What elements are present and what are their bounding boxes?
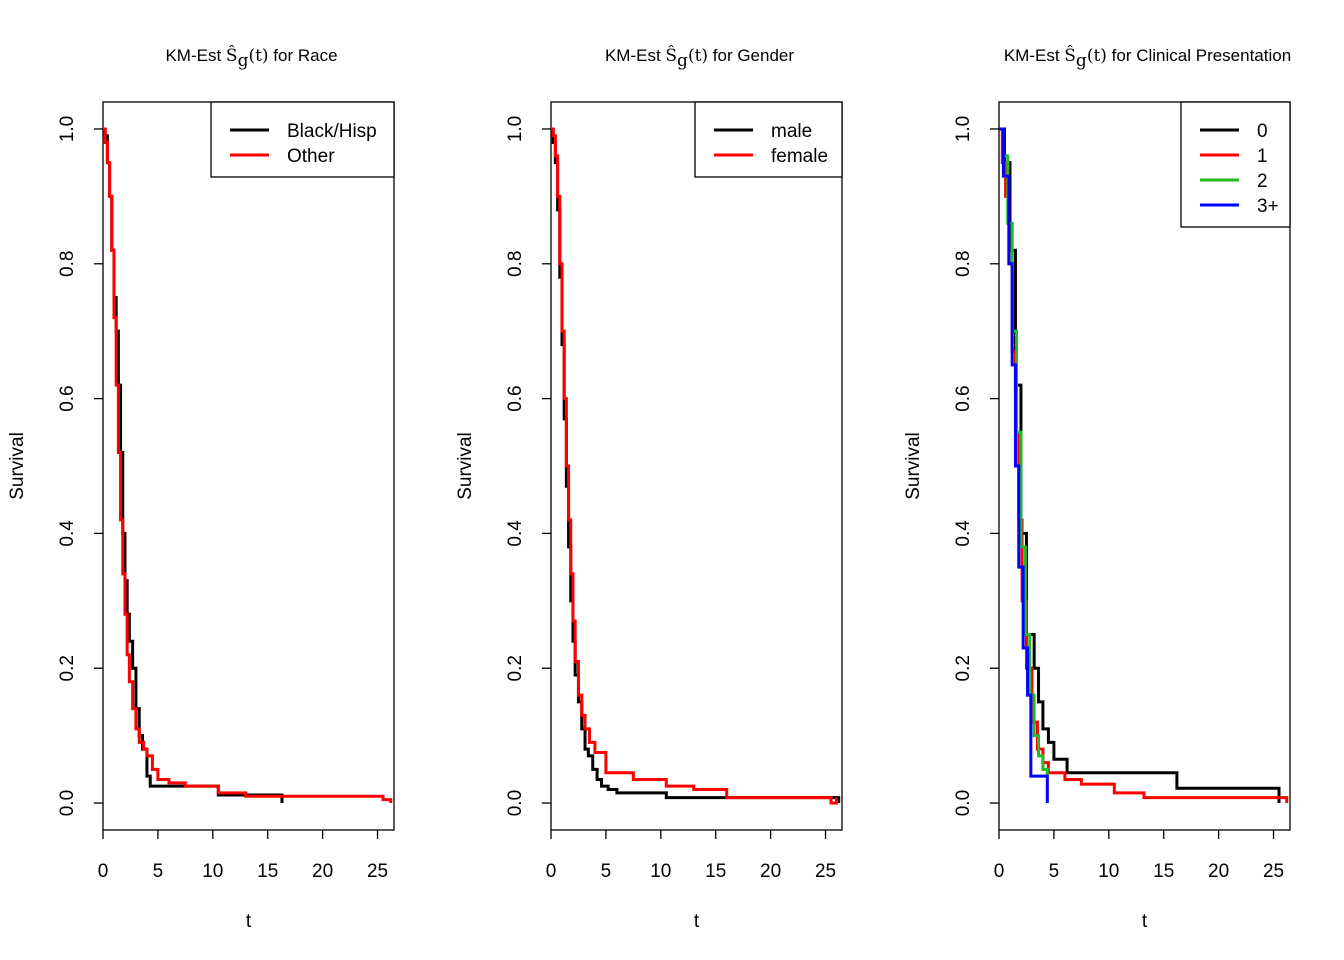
title-symbol: Ŝ [665,45,677,66]
legend-label: Other [287,146,335,167]
x-tick-label: 5 [1049,861,1060,882]
y-axis-label: Survival [7,432,28,500]
legend-label: 0 [1257,121,1268,142]
x-tick-label: 15 [257,861,278,882]
y-tick-label: 0.4 [505,520,526,547]
x-tick-label: 5 [153,861,164,882]
x-tick-label: 15 [1153,861,1174,882]
y-tick-label: 1.0 [57,116,78,142]
title-symbol: Ŝ [226,45,238,66]
y-tick-label: 0.8 [505,251,526,277]
title-prefix: KM-Est [1004,46,1064,65]
y-tick-label: 0.8 [953,251,974,277]
plot-frame [998,101,1291,831]
x-tick-label: 15 [705,861,726,882]
legend-label: female [771,146,828,167]
x-axis-label: t [246,911,252,932]
x-axis-label: t [1142,911,1148,932]
x-tick-label: 0 [98,861,109,882]
x-tick-label: 0 [994,861,1005,882]
y-tick-label: 0.2 [505,655,526,681]
chart-title: KM-Est Ŝg(t) for Race [165,45,337,71]
title-prefix: KM-Est [165,46,225,65]
series-line-3- [999,127,1049,804]
y-tick-label: 0.4 [57,520,78,547]
x-tick-label: 10 [650,861,671,882]
y-tick-label: 1.0 [505,116,526,142]
x-tick-label: 10 [1098,861,1119,882]
x-tick-label: 5 [601,861,612,882]
y-tick-label: 0.0 [953,790,974,816]
series-line-other [103,127,393,804]
x-tick-label: 20 [312,861,333,882]
x-tick-label: 0 [546,861,557,882]
y-axis-label: Survival [903,432,924,500]
legend: male female [694,101,843,178]
x-tick-label: 25 [1263,861,1284,882]
x-tick-label: 20 [1208,861,1229,882]
y-tick-label: 0.2 [953,655,974,681]
title-subscript: g [677,51,688,71]
chart-panel-1: KM-Est Ŝg(t) for Race 0 5 10 15 20 25 0.0 0.2 0.4… [7,45,395,932]
y-tick-label: 0.0 [57,790,78,816]
chart-panel-3: KM-Est Ŝg(t) for Clinical Presentation 0 5… [903,45,1291,932]
legend-label: male [771,121,812,142]
chart-panel-2: KM-Est Ŝg(t) for Gender 0 5 10 15 20 25 0.0 0.2 0… [455,45,843,932]
legend-label: Black/Hisp [287,121,377,142]
chart-title: KM-Est Ŝg(t) for Gender [605,45,794,71]
legend-box [694,101,843,178]
legend: Black/Hisp Other [210,101,395,178]
x-axis-label: t [694,911,700,932]
x-tick-label: 25 [815,861,836,882]
x-tick-label: 10 [202,861,223,882]
y-tick-label: 0.2 [57,655,78,681]
y-tick-label: 0.0 [505,790,526,816]
legend-label: 3+ [1257,196,1279,217]
title-symbol: Ŝ [1064,45,1076,66]
y-tick-label: 0.6 [57,385,78,411]
legend: 0 1 2 3+ [1180,101,1291,228]
title-arg: (t) [1087,46,1107,66]
title-subscript: g [1076,51,1087,71]
title-suffix: for Gender [708,46,794,65]
y-tick-label: 1.0 [953,116,974,142]
y-tick-label: 0.8 [57,251,78,277]
title-prefix: KM-Est [605,46,665,65]
title-arg: (t) [688,46,708,66]
title-suffix: for Clinical Presentation [1107,46,1291,65]
y-axis-label: Survival [455,432,476,500]
title-subscript: g [238,51,249,71]
legend-label: 1 [1257,146,1268,167]
y-tick-label: 0.6 [953,385,974,411]
series-line-female [551,127,839,805]
legend-box [210,101,395,178]
x-tick-label: 25 [367,861,388,882]
chart-title: KM-Est Ŝg(t) for Clinical Presentation [1004,45,1291,71]
y-tick-label: 0.6 [505,385,526,411]
title-arg: (t) [248,46,268,66]
legend-label: 2 [1257,171,1268,192]
title-suffix: for Race [269,46,338,65]
x-tick-label: 20 [760,861,781,882]
y-tick-label: 0.4 [953,520,974,547]
